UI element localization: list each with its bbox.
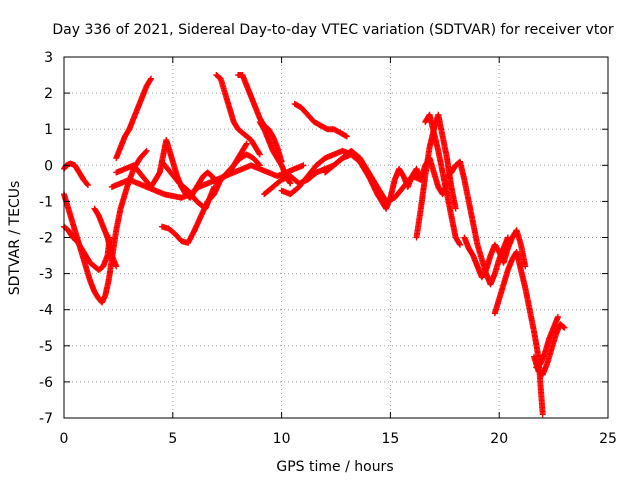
y-axis-label: SDTVAR / TECUs [7,181,23,296]
x-tick-label: 15 [381,431,399,447]
x-tick-label: 5 [168,431,177,447]
x-tick-label: 10 [273,431,291,447]
series-track-23 [443,158,511,288]
data-point [561,324,568,331]
data-point [143,147,150,154]
series-track-16 [291,100,350,140]
data-point [522,263,529,270]
x-tick-label: 0 [60,431,69,447]
series-track-10 [158,158,218,212]
series-track-19 [322,147,424,205]
series-track-08 [113,147,168,190]
data-point [142,148,149,155]
data-point [256,151,263,158]
data-point [113,263,120,270]
data-layer [61,72,568,418]
data-point [148,75,155,82]
x-tick-label: 25 [599,431,617,447]
data-point [457,241,464,248]
y-tick-label: 0 [44,158,53,174]
data-point [287,180,294,187]
series-track-15 [256,118,294,187]
data-point [300,162,307,169]
series-track-12 [191,151,263,234]
series-track-11 [158,223,198,246]
y-tick-label: -3 [39,267,53,283]
y-tick-label: -6 [39,375,53,391]
data-point [84,181,91,188]
series-track-13 [213,72,263,158]
y-tick-label: -1 [39,194,53,210]
y-tick-label: 1 [44,122,53,138]
data-point [243,140,250,147]
tick-layer: 0 5 10 15 20 25 -7 -6 -5 -4 -3 -2 -1 0 1 2 3 [39,50,617,447]
data-point [84,182,91,189]
data-point [255,161,262,168]
y-tick-label: 3 [44,50,53,66]
data-point [452,205,459,212]
series-track-27 [533,313,561,371]
data-point [560,324,567,331]
series-track-04 [61,223,113,273]
chart-title: Day 336 of 2021, Sidereal Day-to-day VTE… [52,22,614,38]
series-track-06 [113,75,155,162]
y-tick-label: -5 [39,339,53,355]
y-tick-label: -7 [39,411,53,427]
data-point [343,133,350,140]
data-point [554,313,561,320]
x-tick-label: 20 [490,431,508,447]
x-axis-label: GPS time / hours [276,459,393,475]
y-tick-label: -4 [39,303,53,319]
y-tick-label: 2 [44,86,53,102]
series-track-21 [413,111,459,241]
series-track-22 [422,111,464,248]
data-point [539,411,546,418]
series-track-26 [531,321,568,378]
y-tick-label: -2 [39,231,53,247]
series-track-24 [461,227,529,281]
data-point [256,162,263,169]
series-track-05 [91,205,120,270]
